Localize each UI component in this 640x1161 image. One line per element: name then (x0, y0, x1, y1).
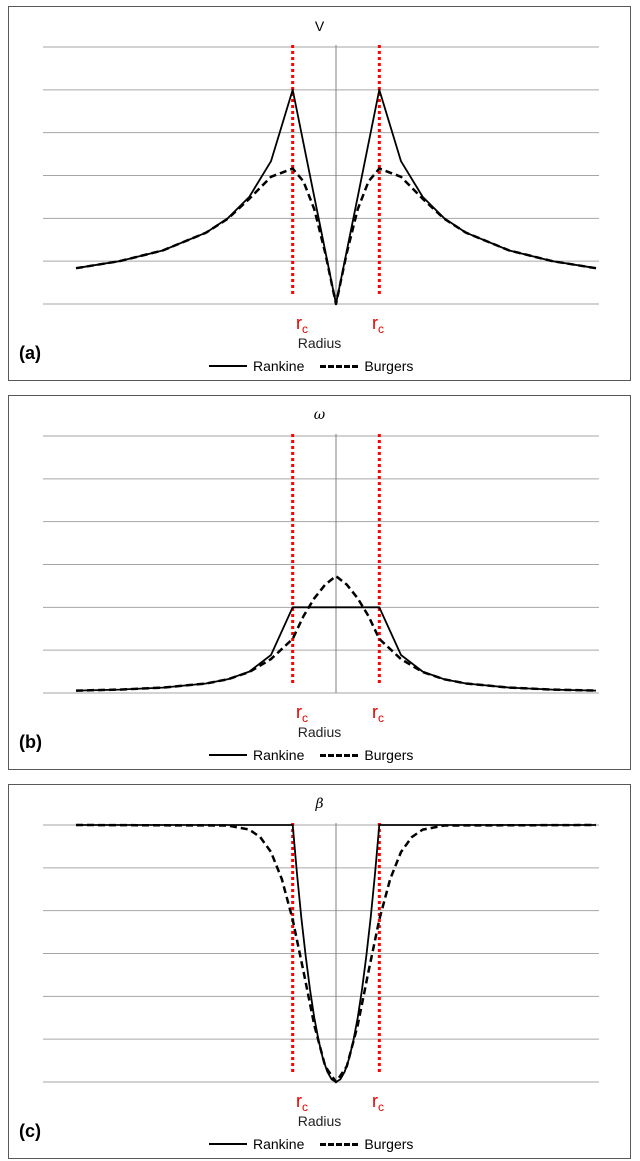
rc-subscript: c (378, 1100, 384, 1114)
legend-dashed-swatch (320, 753, 359, 757)
series-line-burgers (75, 823, 597, 1084)
legend-item-burgers: Burgers (364, 358, 414, 374)
legend-item-rankine: Rankine (253, 1136, 305, 1152)
rc-base: r (296, 702, 302, 722)
chart-svg-a (43, 45, 599, 306)
legend: Rankine Burgers (209, 747, 413, 763)
legend-solid-swatch (209, 754, 247, 756)
chart-title: β (315, 796, 324, 812)
rc-base: r (372, 313, 378, 333)
core-radius-label-right: rc (372, 1091, 384, 1114)
legend-solid-swatch (209, 1143, 247, 1145)
series-line-burgers (75, 167, 597, 306)
rc-base: r (296, 313, 302, 333)
chart-title: ω (313, 407, 326, 423)
core-radius-label-left: rc (296, 702, 308, 725)
panel-label: (a) (19, 343, 41, 363)
rc-base: r (296, 1091, 302, 1111)
chart-svg-c (43, 823, 599, 1084)
chart-panel-a: V rc rc Radius (a) Rankine Burgers (8, 6, 631, 381)
panel-label: (c) (19, 1121, 41, 1141)
core-radius-label-right: rc (372, 702, 384, 725)
legend-item-rankine: Rankine (253, 358, 305, 374)
legend-item-burgers: Burgers (364, 747, 414, 763)
rc-subscript: c (302, 1100, 308, 1114)
chart-title: V (314, 18, 325, 34)
legend-dashed-swatch (320, 1142, 359, 1146)
legend-dashed-swatch (320, 364, 359, 368)
core-radius-label-left: rc (296, 313, 308, 336)
legend: Rankine Burgers (209, 1136, 413, 1152)
x-axis-label: Radius (297, 1113, 342, 1129)
rc-subscript: c (302, 322, 308, 336)
chart-panel-b: ω rc rc Radius (b) Rankine Burgers (8, 395, 631, 770)
chart-panel-c: β rc rc Radius (c) Rankine Burgers (8, 784, 631, 1159)
panel-label: (b) (19, 732, 42, 752)
core-radius-label-right: rc (372, 313, 384, 336)
rc-base: r (372, 1091, 378, 1111)
rc-base: r (372, 702, 378, 722)
chart-svg-b (43, 434, 599, 694)
rc-subscript: c (378, 711, 384, 725)
legend-item-burgers: Burgers (364, 1136, 414, 1152)
series-line-burgers (75, 574, 597, 692)
core-radius-label-left: rc (296, 1091, 308, 1114)
legend-solid-swatch (209, 365, 247, 367)
legend-item-rankine: Rankine (253, 747, 305, 763)
rc-subscript: c (378, 322, 384, 336)
rc-subscript: c (302, 711, 308, 725)
x-axis-label: Radius (297, 335, 342, 351)
x-axis-label: Radius (297, 724, 342, 740)
legend: Rankine Burgers (209, 358, 413, 374)
